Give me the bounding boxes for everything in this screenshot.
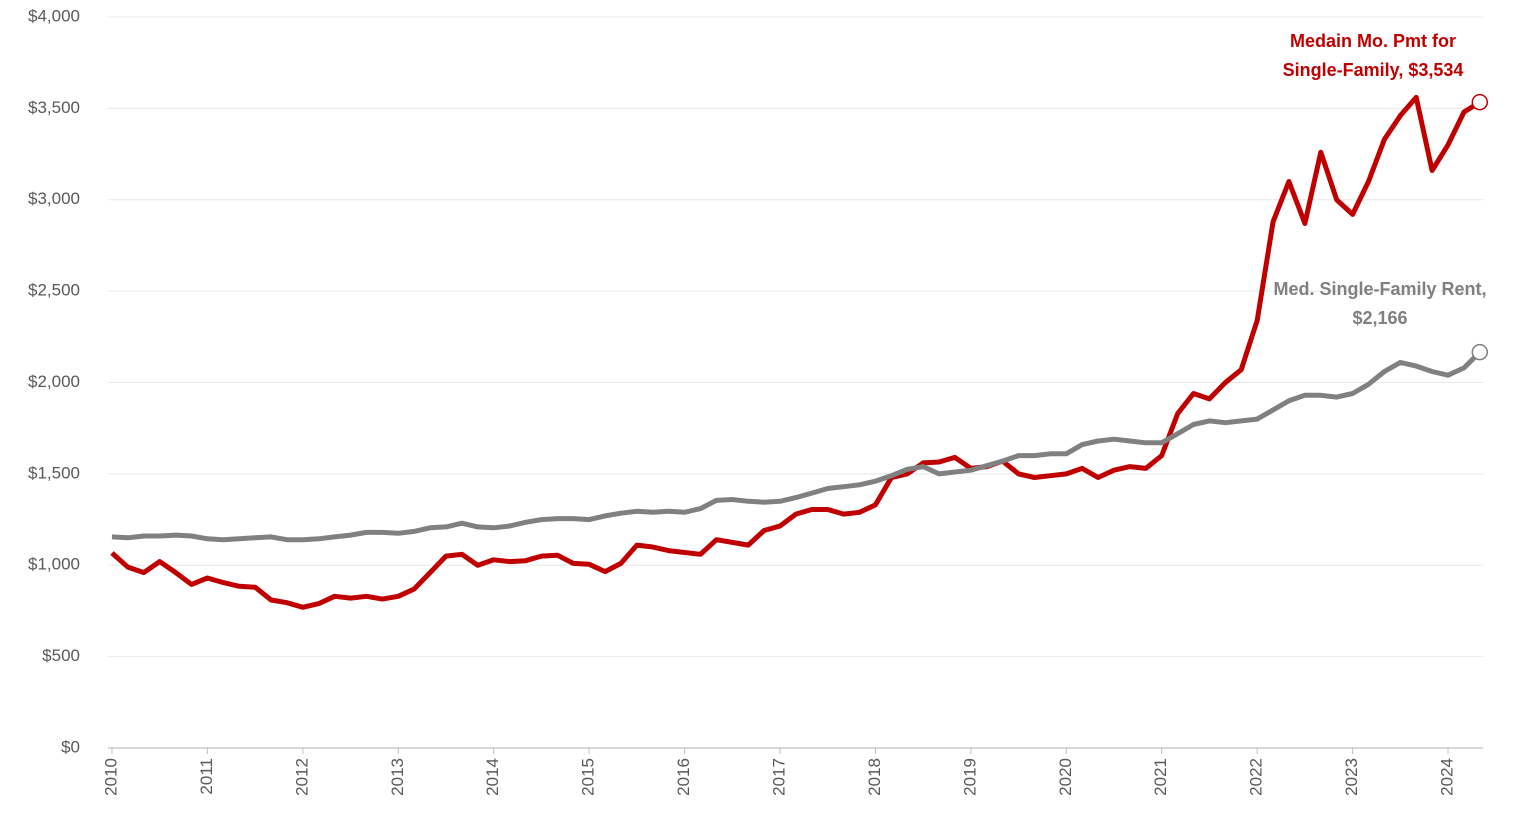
line-series [110,94,1482,610]
y-tick-label: $2,000 [28,372,80,391]
x-tick-label: 2014 [483,758,502,796]
annotation: Med. Single-Family Rent, [1273,279,1486,299]
x-tick-label: 2012 [292,758,311,796]
x-tick-label: 2022 [1247,758,1266,796]
x-tick-label: 2024 [1438,758,1457,796]
x-tick-label: 2016 [674,758,693,796]
y-tick-label: $3,000 [28,189,80,208]
annotation: Medain Mo. Pmt for [1290,31,1456,51]
end-marker [1471,343,1489,361]
x-tick-label: 2017 [769,758,788,796]
y-tick-label: $500 [42,646,80,665]
y-tick-label: $2,500 [28,281,80,300]
y-tick-label: $0 [61,737,80,756]
x-tick-label: 2013 [388,758,407,796]
x-tick-label: 2011 [197,758,216,795]
annotation: $2,166 [1352,308,1407,328]
x-tick-label: 2015 [579,758,598,796]
y-tick-label: $1,500 [28,463,80,482]
x-tick-label: 2021 [1151,758,1170,796]
y-tick-label: $4,000 [28,6,80,25]
line-series [111,350,1482,543]
x-tick-label: 2018 [865,758,884,796]
annotation: Single-Family, $3,534 [1283,60,1464,80]
end-marker [1471,93,1489,111]
y-tick-label: $1,000 [28,555,80,574]
x-tick-label: 2020 [1056,758,1075,796]
x-tick-label: 2010 [101,758,120,796]
x-tick-label: 2023 [1342,758,1361,796]
x-tick-label: 2019 [960,758,979,796]
y-tick-label: $3,500 [28,98,80,117]
